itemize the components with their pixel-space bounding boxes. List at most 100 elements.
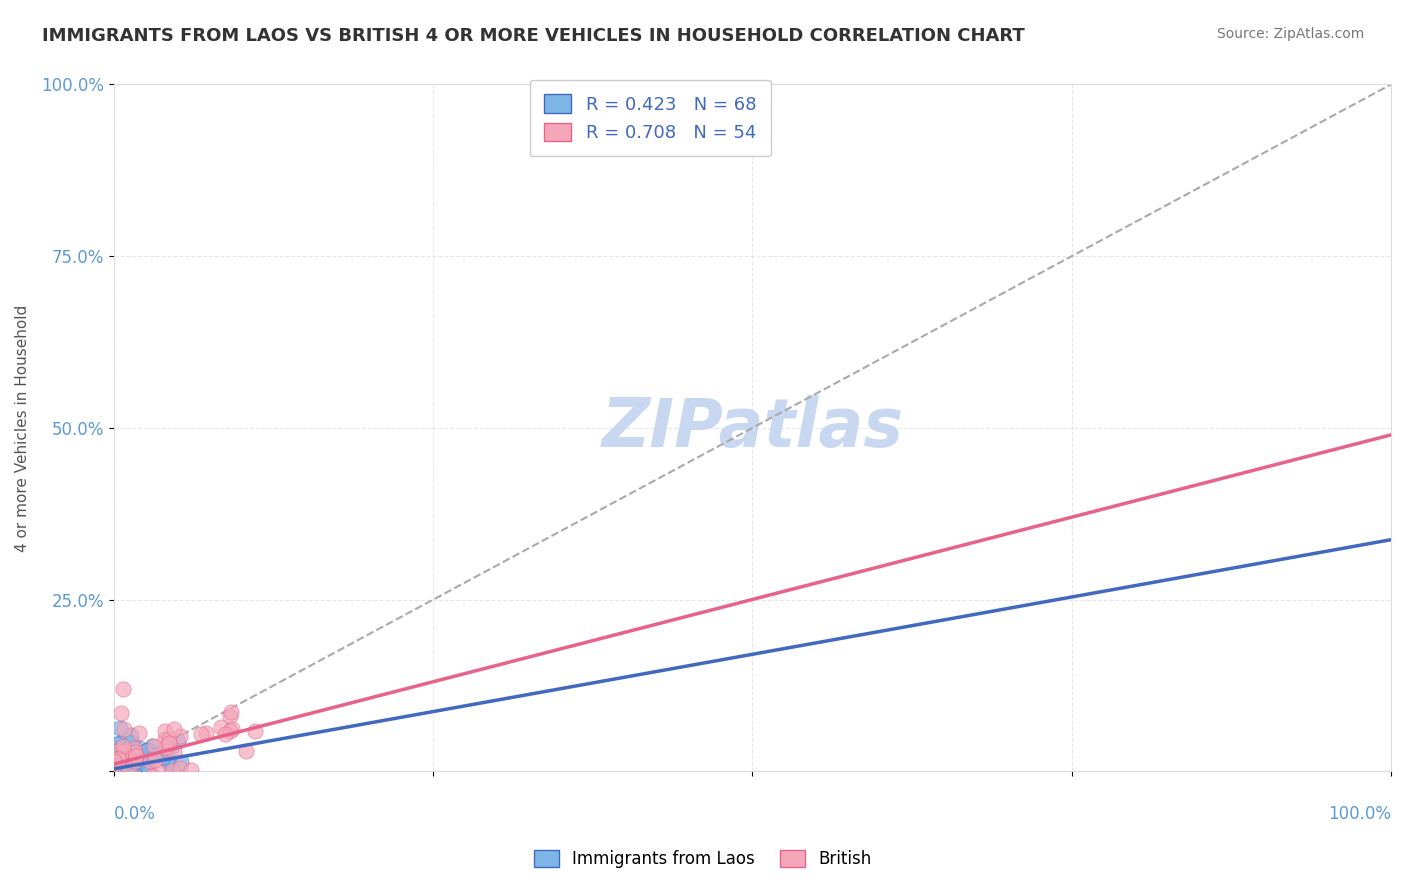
Point <box>108 764 131 778</box>
Point <box>124 754 146 768</box>
Point <box>103 754 125 768</box>
Point <box>219 709 242 723</box>
Point <box>107 762 129 776</box>
Point <box>134 744 156 758</box>
Point <box>111 748 134 763</box>
Point <box>153 723 176 738</box>
Point <box>128 741 150 756</box>
Point <box>127 777 149 791</box>
Point <box>115 767 138 781</box>
Point <box>243 724 266 739</box>
Point <box>125 757 148 772</box>
Point <box>141 769 163 783</box>
Point <box>125 749 148 764</box>
Point <box>153 773 176 788</box>
Point <box>160 740 183 755</box>
Y-axis label: 4 or more Vehicles in Household: 4 or more Vehicles in Household <box>15 304 30 551</box>
Text: ZIPatlas: ZIPatlas <box>602 395 904 461</box>
Legend: R = 0.423   N = 68, R = 0.708   N = 54: R = 0.423 N = 68, R = 0.708 N = 54 <box>530 79 770 156</box>
Point <box>180 763 202 777</box>
Point <box>104 758 127 772</box>
Point <box>156 741 179 756</box>
Point <box>110 763 132 777</box>
Point <box>110 772 132 786</box>
Point <box>169 761 191 775</box>
Point <box>104 755 127 769</box>
Point <box>104 778 127 792</box>
Point <box>136 742 159 756</box>
Point <box>104 778 127 792</box>
Point <box>155 739 177 754</box>
Point <box>103 778 125 792</box>
Point <box>107 764 129 779</box>
Point <box>108 778 131 792</box>
Point <box>120 769 142 783</box>
Point <box>169 729 191 743</box>
Point <box>107 740 129 755</box>
Point <box>142 769 165 783</box>
Point <box>141 739 163 753</box>
Point <box>167 734 190 748</box>
Point <box>107 764 129 779</box>
Point <box>111 774 134 789</box>
Point <box>105 778 128 792</box>
Point <box>122 741 145 756</box>
Point <box>134 751 156 765</box>
Point <box>104 759 127 773</box>
Point <box>115 753 138 767</box>
Point <box>120 744 142 758</box>
Point <box>157 731 180 746</box>
Point <box>190 726 212 740</box>
Point <box>105 776 128 790</box>
Text: 100.0%: 100.0% <box>1329 805 1391 823</box>
Point <box>163 745 186 759</box>
Point <box>110 737 132 751</box>
Point <box>107 771 129 785</box>
Point <box>111 757 134 772</box>
Point <box>139 754 162 768</box>
Point <box>221 722 243 736</box>
Point <box>114 756 136 770</box>
Point <box>108 752 131 766</box>
Text: Source: ZipAtlas.com: Source: ZipAtlas.com <box>1216 27 1364 41</box>
Text: IMMIGRANTS FROM LAOS VS BRITISH 4 OR MORE VEHICLES IN HOUSEHOLD CORRELATION CHAR: IMMIGRANTS FROM LAOS VS BRITISH 4 OR MOR… <box>42 27 1025 45</box>
Point <box>143 752 166 766</box>
Point <box>156 755 179 769</box>
Point <box>128 726 150 740</box>
Point <box>163 722 186 736</box>
Point <box>108 772 131 786</box>
Point <box>146 747 169 762</box>
Point <box>110 763 132 777</box>
Point <box>170 755 193 769</box>
Point <box>105 769 128 783</box>
Point <box>107 743 129 757</box>
Point <box>143 739 166 754</box>
Point <box>120 764 142 779</box>
Point <box>159 736 181 750</box>
Point <box>149 778 172 792</box>
Point <box>117 772 139 787</box>
Point <box>108 721 131 735</box>
Point <box>120 728 142 742</box>
Point <box>108 758 131 772</box>
Point <box>111 682 134 697</box>
Point <box>114 745 136 759</box>
Point <box>136 760 159 774</box>
Point <box>127 762 149 776</box>
Point <box>219 723 242 738</box>
Point <box>118 778 141 792</box>
Point <box>153 731 176 746</box>
Point <box>104 778 127 792</box>
Point <box>111 739 134 754</box>
Point <box>103 778 125 792</box>
Point <box>110 756 132 771</box>
Point <box>170 770 193 784</box>
Point <box>124 745 146 759</box>
Text: 0.0%: 0.0% <box>114 805 156 823</box>
Point <box>104 769 127 783</box>
Point <box>117 765 139 780</box>
Point <box>107 746 129 760</box>
Point <box>148 765 170 780</box>
Point <box>118 778 141 792</box>
Point <box>121 761 143 775</box>
